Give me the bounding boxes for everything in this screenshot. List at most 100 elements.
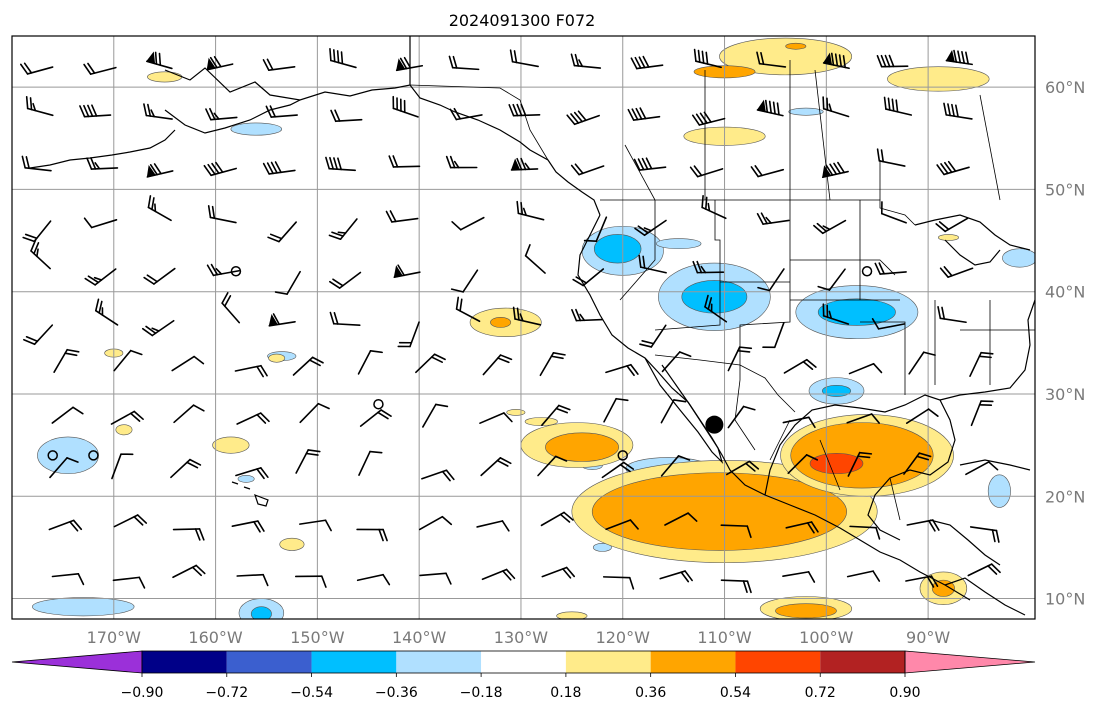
wind-barb — [421, 469, 455, 482]
wind-barb — [357, 350, 383, 375]
graticule — [12, 36, 1035, 619]
wind-barb — [146, 51, 173, 70]
wind-barb — [329, 311, 361, 326]
wind-barb — [639, 324, 667, 348]
wind-barb — [846, 570, 881, 582]
wind-barb — [30, 239, 51, 270]
wind-barb — [170, 458, 202, 479]
wind-barb — [53, 348, 80, 374]
wind-barb — [570, 53, 602, 69]
wind-barb — [480, 457, 512, 477]
anomaly-region-pos1 — [147, 71, 183, 83]
wind-barb — [726, 460, 760, 476]
wind-barb — [876, 148, 906, 167]
wind-barb — [147, 195, 172, 222]
anomaly-region-neg1 — [592, 543, 612, 552]
border-alaska-canada — [409, 84, 549, 161]
wind-barb — [701, 194, 727, 220]
colorbar-bin — [142, 651, 227, 673]
coastline-alaska-south — [164, 99, 301, 134]
wind-barb — [207, 205, 237, 224]
anomaly-region-pos1 — [506, 409, 526, 416]
wind-barb — [880, 201, 907, 224]
border-canada-provinces — [624, 60, 1001, 201]
wind-barb — [848, 362, 883, 375]
wind-barb — [664, 512, 698, 526]
wind-barb — [937, 306, 967, 324]
wind-barb — [419, 572, 452, 585]
wind-barb — [299, 402, 330, 424]
great-lakes — [914, 214, 1031, 266]
wind-barb — [540, 511, 574, 527]
coastline-hawaii — [231, 481, 269, 507]
wind-barb — [874, 262, 907, 275]
wind-barb — [236, 573, 269, 587]
wind-barb — [509, 49, 539, 68]
colorbar-tick-label: 0.36 — [635, 685, 666, 701]
wind-barb — [727, 346, 753, 372]
lat-label: 30°N — [1045, 385, 1085, 404]
wind-barb — [633, 157, 667, 171]
tropical-system-marker — [705, 415, 724, 434]
anomaly-region-pos1 — [719, 37, 853, 76]
wind-barb — [21, 155, 52, 172]
political-borders — [409, 60, 1035, 521]
wind-barb — [19, 62, 54, 75]
wind-barb — [479, 412, 513, 424]
wind-barb — [704, 294, 728, 323]
anomaly-region-pos1 — [887, 66, 990, 92]
wind-barb — [451, 216, 485, 231]
coastline-aleutians — [29, 129, 176, 169]
wind-barb — [173, 404, 205, 424]
wind-barb — [537, 455, 568, 477]
wind-barb — [756, 212, 790, 225]
wind-barb — [397, 321, 420, 348]
wind-barb — [22, 220, 52, 243]
lon-label: 130°W — [494, 628, 549, 647]
border-mexico-states — [734, 379, 901, 521]
border-us-mexico — [654, 354, 796, 413]
wind-barb — [727, 405, 756, 429]
anomaly-region-pos1 — [556, 611, 588, 619]
wind-barb — [385, 210, 419, 223]
colorbar-tick-label: −0.54 — [290, 685, 333, 701]
wind-barb — [630, 55, 664, 70]
lat-label: 10°N — [1045, 590, 1085, 609]
wind-barb — [969, 351, 994, 377]
wind-barb — [660, 399, 687, 424]
wind-barb — [572, 268, 605, 287]
anomaly-region-neg2 — [593, 234, 642, 264]
wind-barbs — [19, 48, 1001, 594]
colorbar-bin — [820, 651, 905, 673]
anomaly-region-pos1 — [279, 537, 305, 551]
wind-barb — [205, 107, 238, 121]
colorbar-bin — [226, 651, 312, 673]
wind-barb — [903, 452, 932, 475]
wind-barb — [720, 579, 752, 594]
wind-barb — [906, 519, 940, 532]
wind-barb — [945, 49, 973, 66]
colorbar-bin — [735, 651, 821, 673]
wind-barb — [25, 96, 54, 117]
lon-label: 150°W — [290, 628, 345, 647]
wind-barb — [328, 218, 358, 241]
calm-wind-circle — [47, 450, 58, 461]
wind-barb — [206, 263, 240, 277]
anomaly-region-neg2 — [817, 298, 896, 326]
wind-barb — [908, 351, 936, 375]
wind-barb — [601, 461, 635, 479]
longitude-labels: 170°W 160°W 150°W 140°W 130°W 120°W 110°W 100°W… — [87, 628, 951, 647]
wind-barb — [689, 165, 724, 178]
coastlines — [29, 36, 1035, 616]
wind-barb — [234, 364, 268, 378]
lat-label: 20°N — [1045, 487, 1085, 506]
anomaly-region-pos2 — [591, 472, 847, 551]
wind-barb — [172, 528, 205, 541]
wind-barb — [51, 573, 85, 586]
wind-barb — [388, 155, 421, 168]
wind-barb — [970, 400, 994, 427]
wind-barb — [146, 163, 174, 178]
wind-barb — [939, 266, 974, 278]
wind-barb — [203, 161, 237, 177]
